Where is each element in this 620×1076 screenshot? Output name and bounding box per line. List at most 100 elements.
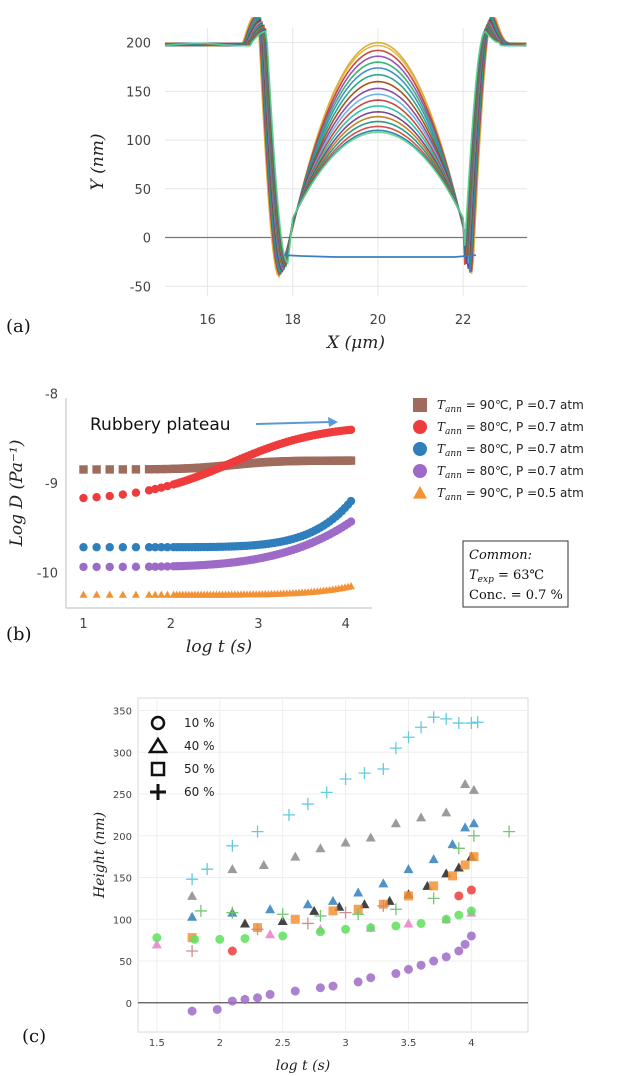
legend-item: Tann = 90℃, P =0.7 atm xyxy=(413,398,584,415)
data-point xyxy=(105,590,114,598)
data-point xyxy=(454,910,464,920)
y-axis-label: Height (nm) xyxy=(92,812,108,899)
data-point xyxy=(265,904,276,914)
data-point xyxy=(347,582,356,590)
data-point xyxy=(427,892,440,905)
data-point xyxy=(328,895,338,905)
data-point xyxy=(163,464,172,474)
legend-label: Tann = 80℃, P =0.7 atm xyxy=(437,420,584,437)
data-point xyxy=(118,562,128,572)
data-point xyxy=(186,873,199,886)
series-4 xyxy=(79,582,356,598)
data-point xyxy=(416,812,427,822)
series-0 xyxy=(186,711,484,886)
x-tick-label: 3.5 xyxy=(401,1038,417,1049)
legend-item: 10 % xyxy=(150,715,215,731)
data-point xyxy=(416,918,426,928)
data-point xyxy=(251,923,264,936)
y-tick-label: 100 xyxy=(113,915,132,926)
data-point xyxy=(390,818,401,828)
data-point xyxy=(466,885,476,895)
chart-c: 1.5 2 2.5 3 3.5 4 0 50 100 150 200 250 300 350 10 % 40 … xyxy=(22,697,529,1074)
data-point xyxy=(151,939,162,949)
data-point xyxy=(366,973,376,983)
y-tick-label: 250 xyxy=(113,790,132,801)
data-point xyxy=(377,899,390,912)
data-point xyxy=(151,590,160,598)
data-point xyxy=(105,491,114,501)
data-point xyxy=(131,488,141,497)
data-point xyxy=(201,863,214,876)
x-axis-label: log t (s) xyxy=(186,637,252,657)
data-point xyxy=(302,899,313,909)
y-tick-label: 150 xyxy=(113,874,132,885)
series-3 xyxy=(79,517,356,572)
legend-item: Tann = 90℃, P =0.5 atm xyxy=(413,486,584,503)
data-point xyxy=(448,871,458,881)
data-point xyxy=(186,945,199,958)
data-point xyxy=(227,864,238,874)
data-point xyxy=(105,562,114,572)
data-point xyxy=(163,543,172,552)
legend-label: 40 % xyxy=(184,739,215,753)
legend-item: Tann = 80℃, P =0.7 atm xyxy=(413,442,584,459)
legend-item: Tann = 80℃, P =0.7 atm xyxy=(413,464,584,481)
data-point xyxy=(226,906,239,919)
data-point xyxy=(315,983,325,993)
y-tick-label: 0 xyxy=(126,999,132,1010)
data-point xyxy=(187,890,198,900)
data-point xyxy=(378,878,389,888)
series-5 xyxy=(194,825,516,922)
data-point xyxy=(460,779,471,789)
data-point xyxy=(187,1006,197,1016)
data-point xyxy=(212,1004,222,1014)
series-8 xyxy=(152,906,476,944)
data-point xyxy=(346,496,356,506)
y-tick-label: 300 xyxy=(113,748,132,759)
y-tick-label: -10 xyxy=(37,566,58,581)
data-point xyxy=(403,918,414,928)
data-point xyxy=(377,762,390,775)
legend-marker xyxy=(150,784,166,800)
data-point xyxy=(131,543,141,552)
x-tick-label: 3 xyxy=(342,1038,348,1049)
data-point xyxy=(441,914,451,924)
legend-marker xyxy=(413,420,427,434)
data-point xyxy=(163,590,172,598)
data-point xyxy=(145,590,154,598)
series-2 xyxy=(79,496,356,552)
data-point xyxy=(187,911,198,921)
y-tick-label: 150 xyxy=(126,85,151,100)
bottom-series-line xyxy=(284,254,476,258)
data-point xyxy=(105,543,114,552)
series-9 xyxy=(227,885,476,956)
x-tick-label: 3 xyxy=(254,617,262,632)
legend-label: Tann = 80℃, P =0.7 atm xyxy=(437,464,584,481)
chart-b: 1 2 3 4 -8 -9 -10 Rubbery plateau log t (s) Log D… xyxy=(6,388,584,657)
legend-marker xyxy=(147,736,169,754)
data-point xyxy=(460,822,471,832)
data-point xyxy=(118,590,127,598)
legend-item: Tann = 80℃, P =0.7 atm xyxy=(413,420,584,437)
data-point xyxy=(118,543,128,552)
data-point xyxy=(92,590,101,598)
data-point xyxy=(454,891,464,901)
legend-label: Tann = 90℃, P =0.5 atm xyxy=(437,486,584,503)
data-point xyxy=(402,731,415,744)
x-tick-label: 16 xyxy=(199,313,216,328)
legend-marker xyxy=(413,398,427,412)
panel-label: (c) xyxy=(22,1026,46,1047)
data-point xyxy=(226,839,239,852)
data-point xyxy=(353,887,364,897)
x-tick-label: 22 xyxy=(455,313,472,328)
y-tick-label: 200 xyxy=(113,832,132,843)
data-point xyxy=(79,465,88,474)
y-tick-label: -8 xyxy=(45,388,58,403)
data-point xyxy=(131,562,141,572)
data-point xyxy=(465,717,478,730)
data-point xyxy=(290,851,301,861)
data-point xyxy=(391,921,401,931)
y-axis-label: Y (nm) xyxy=(88,134,108,191)
series-line xyxy=(164,30,527,266)
data-point xyxy=(309,905,320,915)
